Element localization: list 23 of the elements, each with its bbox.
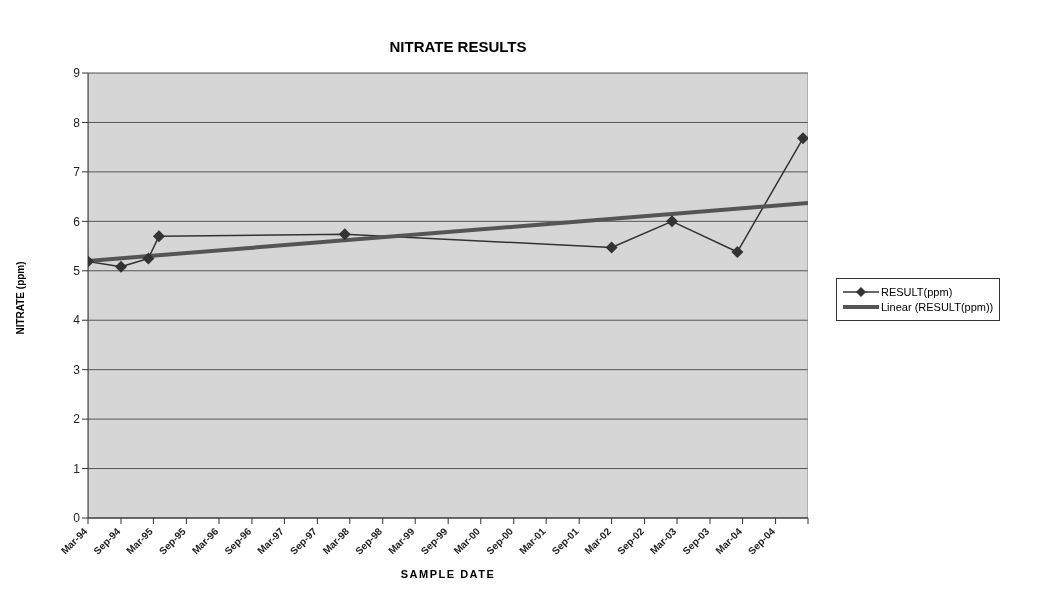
y-tick-label: 1 [73,461,81,476]
chart-title: NITRATE RESULTS [388,38,528,55]
point [114,260,127,273]
y-tick-label: 6 [73,214,81,229]
y-tick-label: 7 [73,165,81,180]
y-tick-label: 3 [73,362,81,377]
point [152,230,165,243]
y-tick-label: 2 [73,412,81,427]
point [605,241,618,254]
y-tick-label: 5 [73,264,81,279]
point [338,228,351,241]
point [731,245,744,258]
point [142,252,155,265]
y-tick-label: 8 [73,115,81,130]
y-axis-title: NITRATE (ppm) [14,261,26,335]
legend-label: Linear (RESULT(ppm)) [881,301,994,313]
point [796,132,808,145]
y-tick-label: 4 [73,313,81,328]
y-tick-label: 9 [73,66,81,81]
point [665,215,678,228]
x-axis-title: SAMPLE DATE [399,568,497,580]
legend-label: RESULT(ppm) [881,286,953,298]
y-tick-label: 0 [73,511,81,526]
